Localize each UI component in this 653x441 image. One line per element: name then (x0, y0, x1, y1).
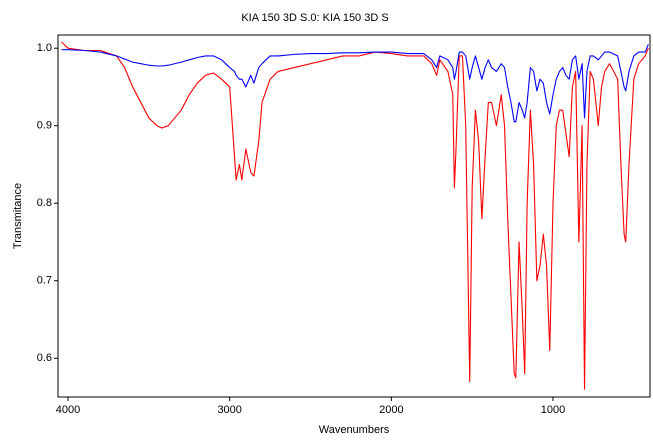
spectrum-line (61, 41, 649, 390)
y-tick-label: 0.7 (37, 275, 52, 287)
y-tick-label: 0.6 (37, 352, 52, 364)
x-tick-label: 4000 (56, 404, 80, 416)
spectrum-line (61, 44, 649, 123)
y-tick-label: 0.8 (37, 197, 52, 209)
plot-area (57, 34, 651, 398)
y-tick-label: 0.9 (37, 120, 52, 132)
chart-title: KIA 150 3D S.0: KIA 150 3D S (241, 12, 388, 24)
y-tick-label: 1.0 (37, 42, 52, 54)
x-tick-label: 2000 (379, 404, 403, 416)
x-tick-label: 1000 (541, 404, 565, 416)
y-axis-label: Transmitance (12, 183, 24, 249)
x-tick-label: 3000 (217, 404, 241, 416)
x-axis-label: Wavenumbers (319, 424, 390, 436)
